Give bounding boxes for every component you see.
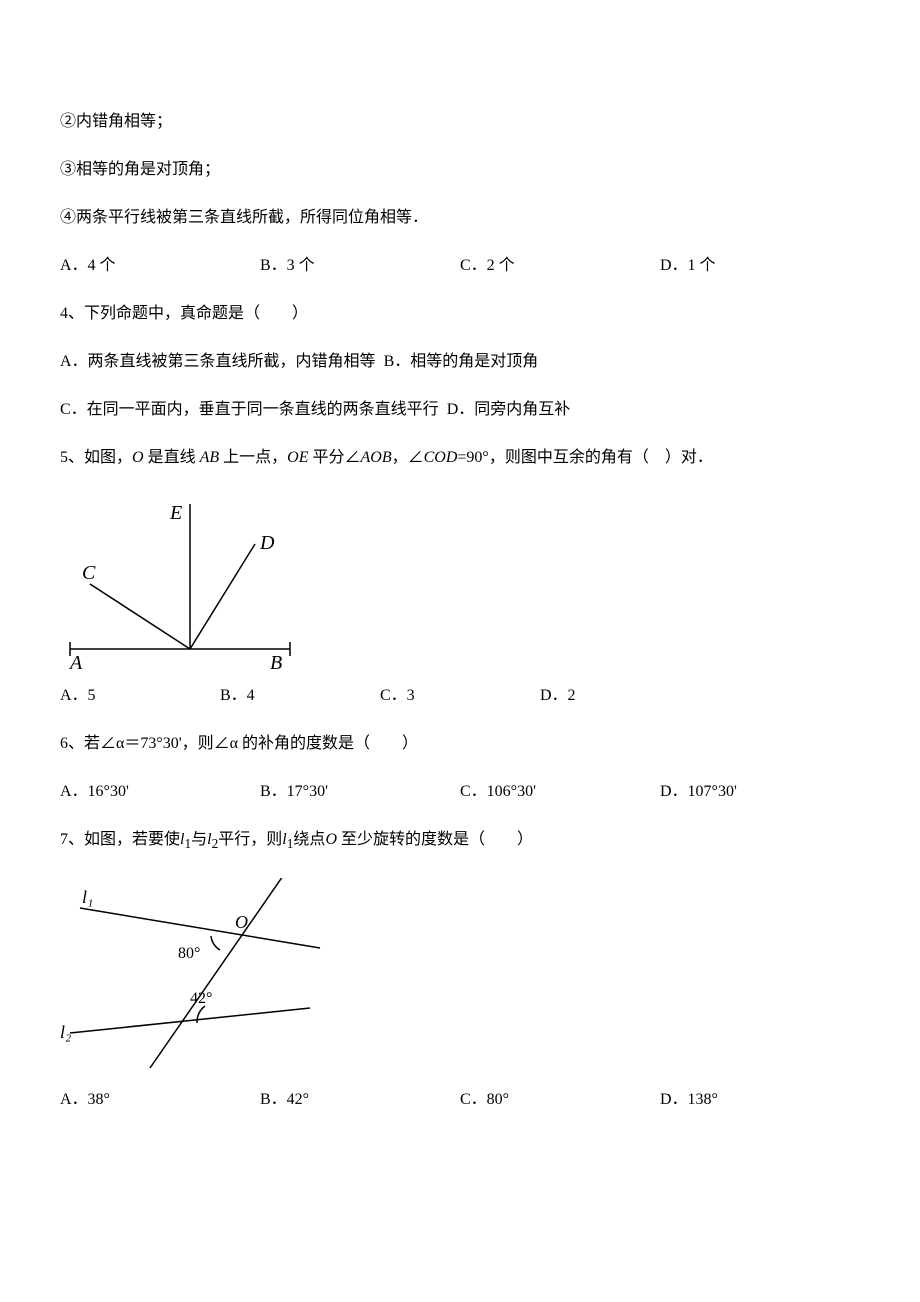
- q7-opt-d: D．138°: [660, 1088, 860, 1112]
- q5-stem-pre: 5、如图，: [60, 449, 132, 466]
- q7-m3: 绕点: [293, 831, 325, 848]
- q7-tail: 至少旋转的度数是（ ）: [337, 831, 533, 848]
- q6-stem: 6、若∠α＝73°30'，则∠α 的补角的度数是（ ）: [60, 732, 860, 756]
- q4-stem: 4、下列命题中，真命题是（ ）: [60, 302, 860, 326]
- label-C: C: [82, 562, 96, 584]
- q7-opt-c: C．80°: [460, 1088, 660, 1112]
- q7-svg: l₁ l₂ O 80° 42°: [60, 878, 330, 1078]
- label-E: E: [169, 502, 182, 524]
- q5-m2: 上一点，: [219, 449, 287, 466]
- q4-opt-b: B．相等的角是对顶角: [384, 353, 539, 370]
- q7-options: A．38° B．42° C．80° D．138°: [60, 1088, 860, 1112]
- statement-2: ②内错角相等；: [60, 110, 860, 134]
- q5-opt-b: B．4: [220, 684, 380, 708]
- q4-line-ab: A．两条直线被第三条直线所截，内错角相等 B．相等的角是对顶角: [60, 350, 860, 374]
- q3-options: A．4 个 B．3 个 C．2 个 D．1 个: [60, 254, 860, 278]
- q4-opt-c: C．在同一平面内，垂直于同一条直线的两条直线平行: [60, 401, 439, 418]
- q5-opt-d: D．2: [540, 684, 700, 708]
- q3-opt-d: D．1 个: [660, 254, 860, 278]
- statement-4: ④两条平行线被第三条直线所截，所得同位角相等．: [60, 206, 860, 230]
- line-l1: [80, 908, 320, 948]
- q4-opt-d: D．同旁内角互补: [447, 401, 571, 418]
- arc-80: [211, 936, 220, 950]
- q7-m1: 与: [191, 831, 207, 848]
- q5-m4: ，∠: [392, 449, 424, 466]
- q5-svg: A B C D E: [60, 494, 300, 674]
- q3-opt-a: A．4 个: [60, 254, 260, 278]
- q4-line-cd: C．在同一平面内，垂直于同一条直线的两条直线平行 D．同旁内角互补: [60, 398, 860, 422]
- label-80: 80°: [178, 945, 200, 962]
- q5-COD: COD: [424, 449, 458, 466]
- arc-42: [197, 1006, 205, 1023]
- q5-opt-a: A．5: [60, 684, 220, 708]
- label-D: D: [259, 532, 275, 554]
- q6-opt-d: D．107°30': [660, 780, 860, 804]
- q6-opt-c: C．106°30': [460, 780, 660, 804]
- q3-opt-b: B．3 个: [260, 254, 460, 278]
- q4-opt-a: A．两条直线被第三条直线所截，内错角相等: [60, 353, 376, 370]
- q5-figure: A B C D E: [60, 494, 860, 674]
- line-l2: [70, 1008, 310, 1033]
- line-transversal: [150, 878, 285, 1068]
- label-B: B: [270, 652, 282, 674]
- q6-options: A．16°30' B．17°30' C．106°30' D．107°30': [60, 780, 860, 804]
- q6-opt-b: B．17°30': [260, 780, 460, 804]
- q3-opt-c: C．2 个: [460, 254, 660, 278]
- q5-stem: 5、如图，O 是直线 AB 上一点，OE 平分∠AOB，∠COD=90°，则图中…: [60, 446, 860, 470]
- q5-options: A．5 B．4 C．3 D．2: [60, 684, 860, 708]
- page: ②内错角相等； ③相等的角是对顶角； ④两条平行线被第三条直线所截，所得同位角相…: [0, 0, 920, 1302]
- q7-figure: l₁ l₂ O 80° 42°: [60, 878, 860, 1078]
- q7-stem: 7、如图，若要使l1与l2平行，则l1绕点O 至少旋转的度数是（ ）: [60, 828, 860, 854]
- statement-3: ③相等的角是对顶角；: [60, 158, 860, 182]
- q7-O: O: [325, 831, 337, 848]
- label-l1: l₁: [82, 887, 93, 907]
- label-l2: l₂: [60, 1022, 71, 1042]
- label-O: O: [235, 912, 248, 932]
- q5-AB: AB: [200, 449, 220, 466]
- q5-AOB: AOB: [361, 449, 392, 466]
- line-OD: [190, 544, 255, 649]
- label-42: 42°: [190, 990, 212, 1007]
- q7-opt-b: B．42°: [260, 1088, 460, 1112]
- q5-OE: OE: [287, 449, 308, 466]
- q5-m3: 平分∠: [308, 449, 360, 466]
- label-A: A: [68, 652, 83, 674]
- q5-m1: 是直线: [144, 449, 200, 466]
- q5-opt-c: C．3: [380, 684, 540, 708]
- q7-pre: 7、如图，若要使: [60, 831, 180, 848]
- q5-m5: =90°，则图中互余的角有（ ）对．: [457, 449, 712, 466]
- q7-m2: 平行，则: [218, 831, 282, 848]
- q6-opt-a: A．16°30': [60, 780, 260, 804]
- q7-opt-a: A．38°: [60, 1088, 260, 1112]
- q5-O: O: [132, 449, 144, 466]
- line-OC: [90, 584, 190, 649]
